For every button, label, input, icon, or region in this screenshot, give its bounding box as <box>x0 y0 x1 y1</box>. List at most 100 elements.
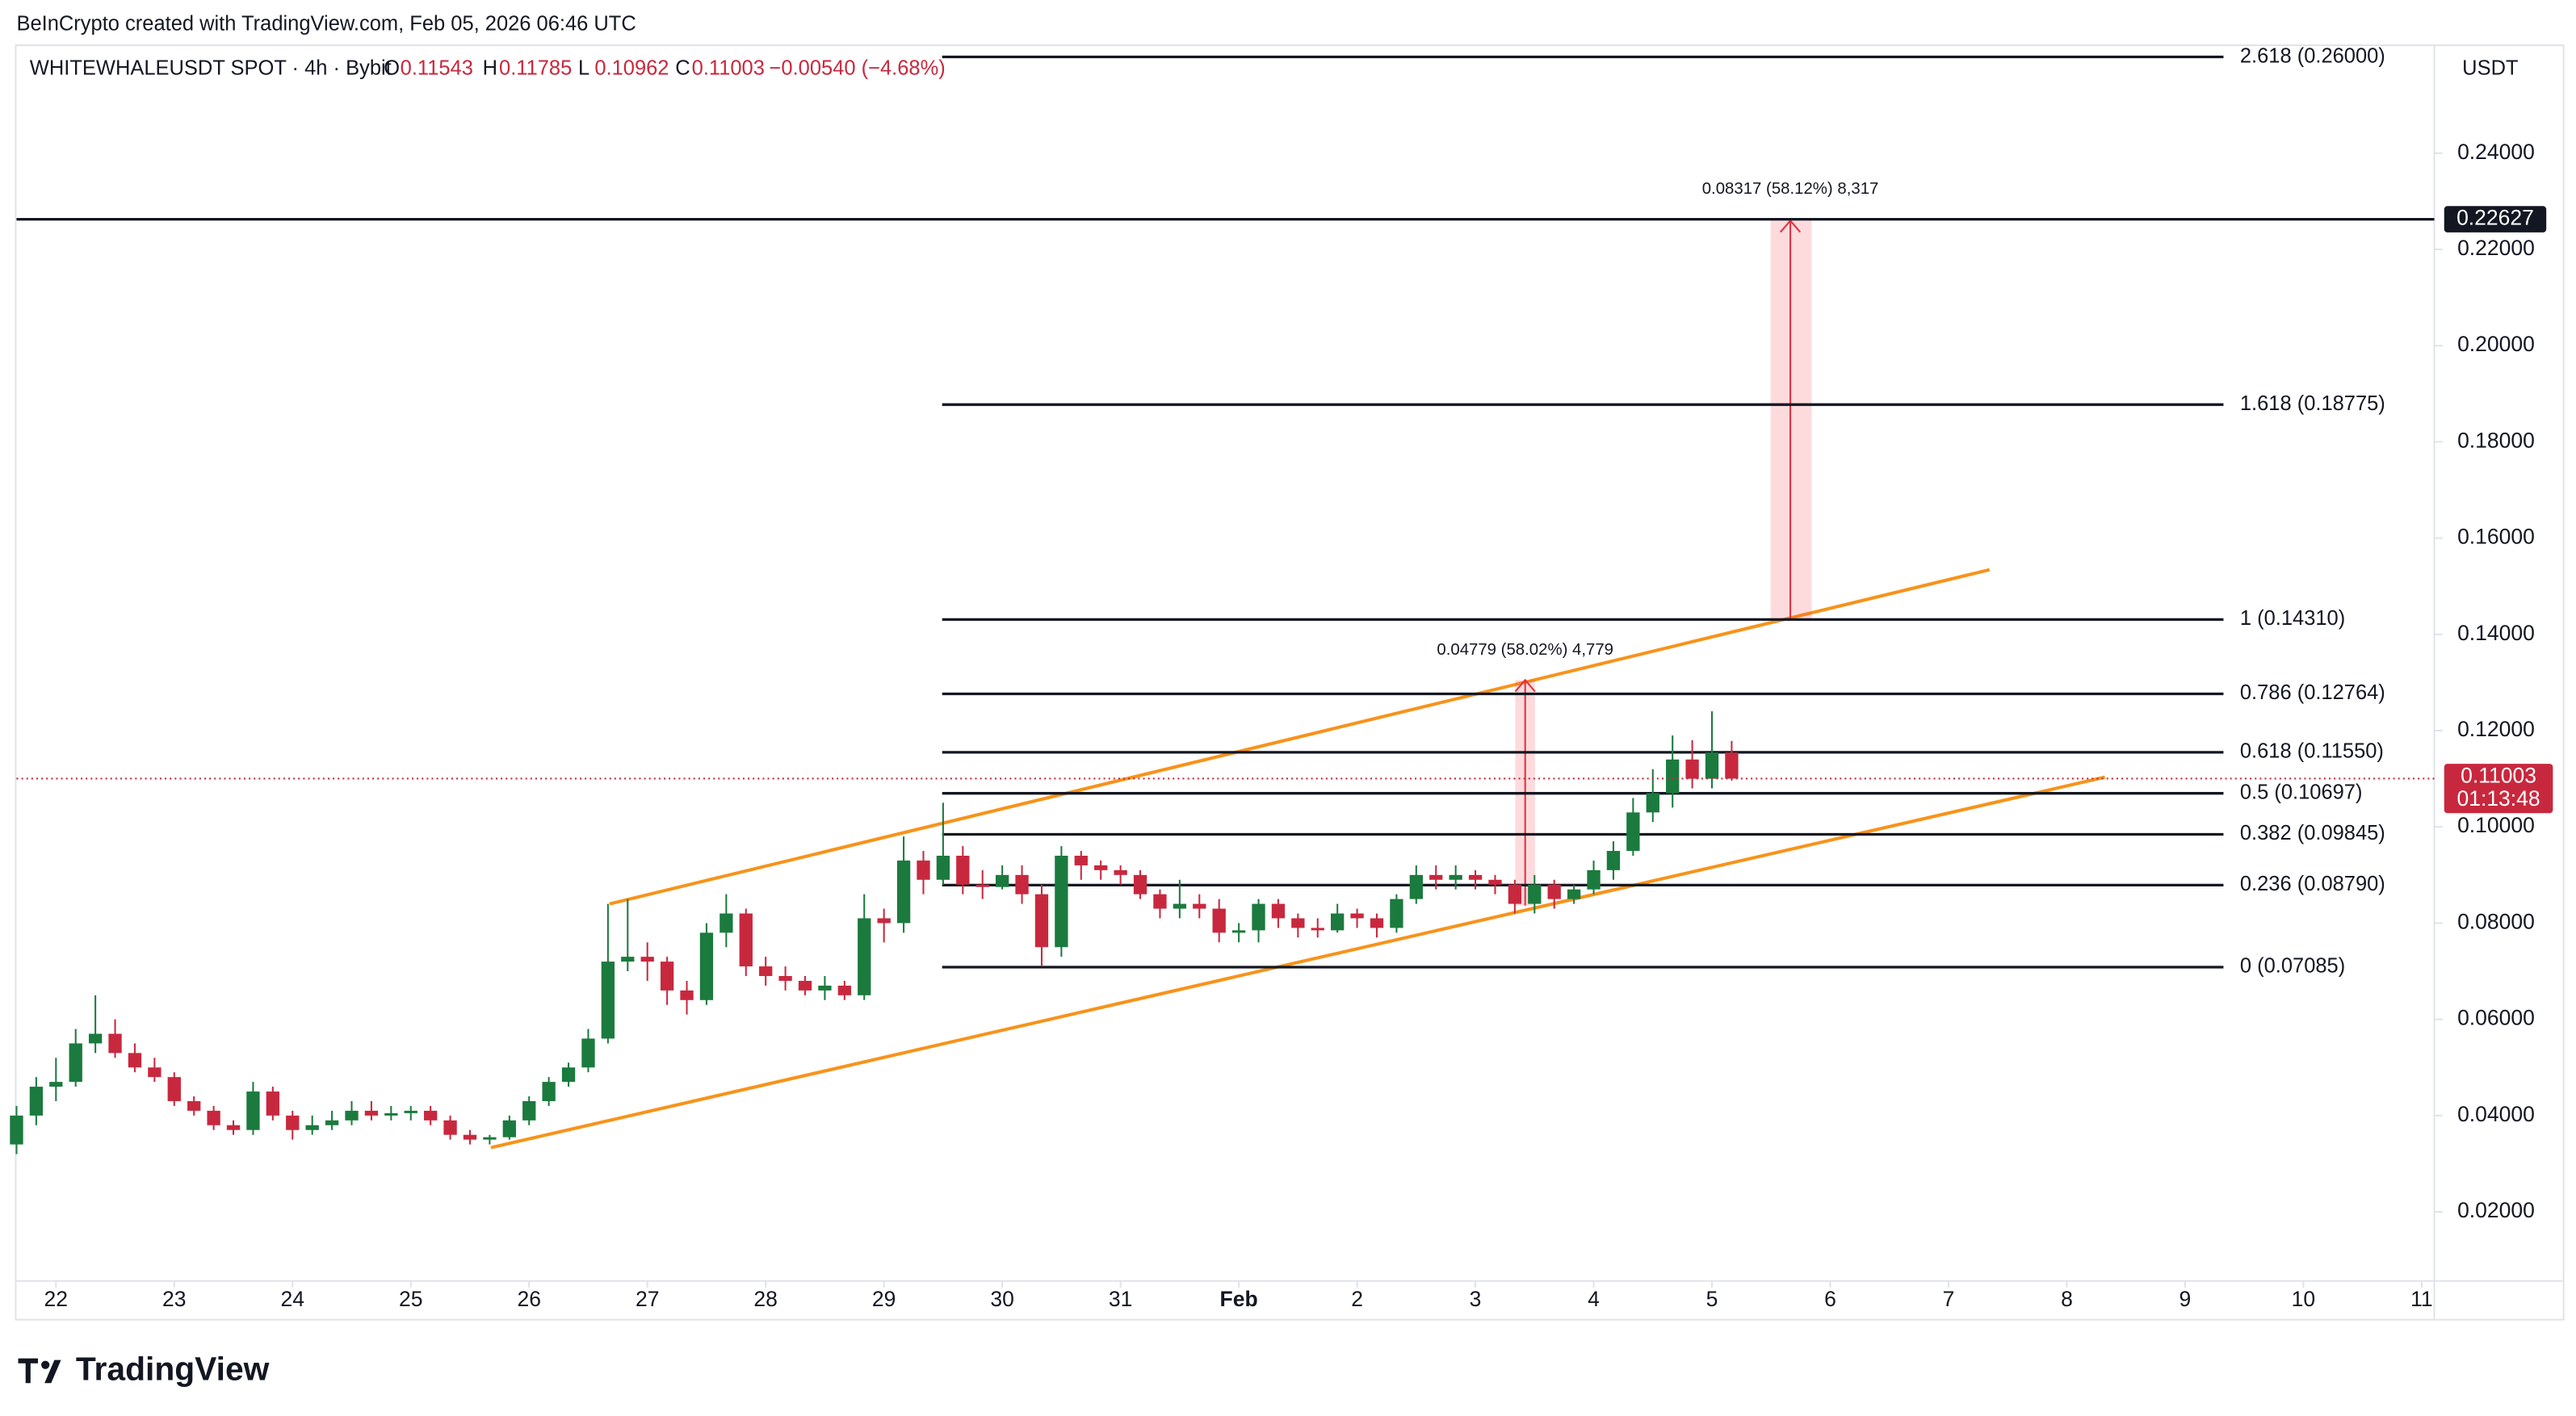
candle-body <box>1212 908 1226 933</box>
x-tick-label: 5 <box>1706 1287 1718 1311</box>
candle-body <box>266 1091 280 1116</box>
candle-body <box>621 957 635 962</box>
measure-arrowhead <box>1780 219 1802 233</box>
candle-body <box>1114 869 1127 875</box>
candle-body <box>877 918 891 924</box>
candle-body <box>404 1110 417 1113</box>
x-tick-label: 28 <box>753 1287 777 1311</box>
candle-body <box>739 913 753 967</box>
candle-body <box>640 957 654 962</box>
x-tick-label: 2 <box>1351 1287 1363 1311</box>
candle-body <box>1173 903 1187 909</box>
brand: TradingView <box>76 1351 270 1388</box>
candle-body <box>325 1120 339 1125</box>
candle-body <box>246 1091 260 1130</box>
candle-body <box>1547 884 1561 899</box>
candle-body <box>1055 855 1068 948</box>
candle-body <box>463 1134 477 1140</box>
candle-body <box>1429 874 1443 880</box>
ohlc-value: 0.10962 <box>594 57 669 79</box>
candle-body <box>995 874 1009 887</box>
candle-body <box>720 913 733 933</box>
fib-label: 0.5 (0.10697) <box>2240 781 2363 803</box>
candle-body <box>1034 894 1049 948</box>
candle-body <box>1133 874 1147 894</box>
measure-label: 0.04779 (58.02%) 4,779 <box>1437 641 1613 659</box>
fib-label: 0.618 (0.11550) <box>2240 740 2384 763</box>
candle-body <box>1291 918 1305 928</box>
candle-body <box>917 860 930 880</box>
candle-body <box>207 1110 220 1125</box>
price-line-tag <box>2444 206 2547 233</box>
y-tick-label: 0.16000 <box>2457 525 2535 549</box>
candle-body <box>226 1125 241 1130</box>
price-line-tag-text: 0.22627 <box>2456 206 2534 230</box>
candle-body <box>1528 884 1542 904</box>
candle-body <box>1666 759 1680 794</box>
x-tick-label: Feb <box>1220 1287 1258 1311</box>
candle-body <box>1350 913 1364 919</box>
candle-body <box>1606 851 1621 870</box>
candle-body <box>1390 899 1403 928</box>
candle-body <box>1508 884 1522 904</box>
candle-body <box>561 1067 576 1083</box>
candle-body <box>1725 752 1739 779</box>
fib-label: 0.236 (0.08790) <box>2240 873 2385 895</box>
x-tick-label: 10 <box>2292 1287 2315 1311</box>
candle-body <box>1685 759 1699 779</box>
candle-body <box>522 1100 536 1121</box>
current-price-tag <box>2444 764 2553 814</box>
candle-body <box>345 1110 359 1121</box>
candle-body <box>1074 855 1088 865</box>
candle-body <box>1409 874 1423 899</box>
ohlc-key: C <box>675 57 690 79</box>
candle-body <box>759 966 773 977</box>
candle-body <box>778 976 792 981</box>
x-tick-label: 9 <box>2180 1287 2192 1311</box>
y-tick-label: 0.12000 <box>2457 717 2535 741</box>
channel-upper <box>609 568 1991 906</box>
candle-body <box>88 1033 103 1044</box>
candle-body <box>1449 874 1462 880</box>
candle-body <box>483 1137 497 1140</box>
y-tick-label: 0.24000 <box>2457 140 2535 164</box>
credit: BeInCrypto created with TradingView.com,… <box>16 12 636 35</box>
change: −0.00540 (−4.68%) <box>770 57 946 79</box>
candle-body <box>956 855 970 885</box>
candle-body <box>128 1053 142 1068</box>
candle-body <box>837 985 851 995</box>
candle-body <box>858 918 871 995</box>
fib-label: 0.382 (0.09845) <box>2240 822 2385 844</box>
candle-body <box>1567 889 1581 899</box>
candle-body <box>818 985 832 991</box>
candle-body <box>108 1033 122 1054</box>
candle-body <box>936 855 950 880</box>
countdown: 01:13:48 <box>2456 786 2540 811</box>
fib-label: 1 (0.14310) <box>2240 607 2345 630</box>
y-tick-label: 0.14000 <box>2457 621 2535 645</box>
brand-logo <box>18 1358 61 1384</box>
candle-body <box>798 980 812 991</box>
channel-lower <box>490 775 2106 1150</box>
x-tick-label: 3 <box>1470 1287 1482 1311</box>
candle-body <box>423 1110 438 1121</box>
candle-body <box>1311 928 1324 931</box>
x-tick-label: 27 <box>636 1287 659 1311</box>
candle-body <box>1646 793 1659 813</box>
measure-label: 0.08317 (58.12%) 8,317 <box>1702 180 1879 198</box>
y-tick-label: 0.22000 <box>2457 236 2535 260</box>
candle-body <box>1331 913 1345 931</box>
candle-body <box>1488 879 1502 885</box>
candle-body <box>286 1115 300 1130</box>
x-tick-label: 31 <box>1109 1287 1132 1311</box>
candle-body <box>443 1120 457 1135</box>
fib-label: 1.618 (0.18775) <box>2240 392 2385 415</box>
candle-body <box>1370 918 1384 928</box>
x-tick-label: 11 <box>2410 1287 2433 1311</box>
fib-label: 2.618 (0.26000) <box>2240 44 2385 67</box>
candle-body <box>1271 903 1286 919</box>
candle-body <box>1587 869 1601 890</box>
candle-body <box>10 1115 23 1145</box>
ohlc-value: 0.11003 <box>692 57 765 79</box>
